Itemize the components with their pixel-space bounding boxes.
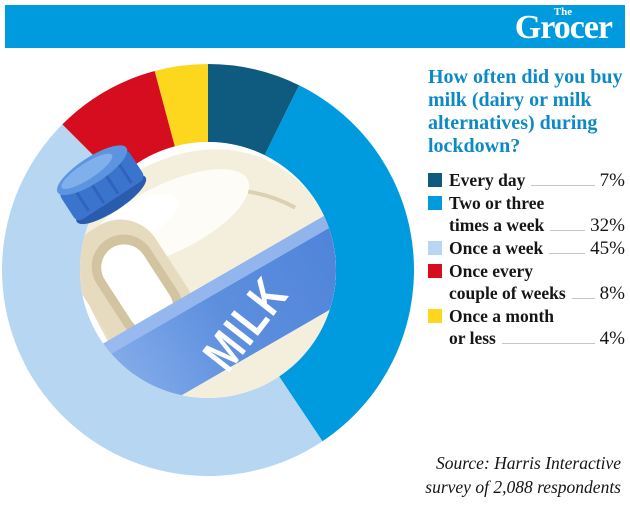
title-line: milk (dairy or milk [428, 89, 592, 111]
legend-swatch [428, 264, 442, 278]
grocer-logo: The Grocer [514, 5, 613, 48]
legend: Every day 7% Two or three times a week 3… [428, 169, 625, 350]
legend-value: 7% [599, 170, 625, 191]
milk-bottle-body: MILK [80, 149, 336, 398]
leader-line [501, 343, 595, 344]
legend-value: 45% [590, 238, 625, 259]
legend-swatch [428, 309, 442, 323]
title-line: alternatives) during [428, 112, 598, 134]
legend-value: 32% [590, 215, 625, 236]
milk-label-band: MILK [87, 203, 336, 398]
legend-item-once-a-month: Once a month or less 4% [428, 305, 625, 350]
legend-label: Once a week [449, 238, 544, 258]
legend-label: couple of weeks [449, 283, 566, 303]
legend-label: Every day [449, 170, 526, 190]
legend-label: Two or three [449, 193, 545, 213]
leader-line [531, 185, 595, 186]
logo-grocer-text: Grocer [514, 9, 613, 46]
legend-value: 8% [599, 283, 625, 304]
bottle-cap [57, 145, 147, 225]
header-bar: The Grocer [5, 5, 625, 48]
leader-line [550, 230, 586, 231]
legend-label: Once a month [449, 306, 554, 326]
legend-item-every-day: Every day 7% [428, 169, 625, 192]
info-panel: How often did you buy milk (dairy or mil… [428, 66, 625, 350]
leader-line [571, 298, 595, 299]
logo-the-text: The [553, 6, 573, 18]
legend-item-two-or-three: Two or three times a week 32% [428, 192, 625, 237]
legend-label: Once every [449, 261, 534, 281]
title-line: lockdown? [428, 135, 521, 157]
source-line: Source: Harris Interactive [436, 453, 621, 473]
legend-swatch [428, 196, 442, 210]
legend-item-couple-of-weeks: Once every couple of weeks 8% [428, 260, 625, 305]
title-line: How often did you buy [428, 66, 623, 88]
legend-swatch [428, 173, 442, 187]
handle-hole [101, 244, 174, 331]
cap-ridges [73, 160, 133, 212]
donut-segment-4 [154, 64, 208, 147]
chart-title: How often did you buy milk (dairy or mil… [428, 66, 625, 158]
source-line: survey of 2,088 respondents [425, 477, 621, 497]
donut-segment-3 [62, 71, 175, 180]
source-note: Source: Harris Interactive survey of 2,0… [301, 451, 621, 499]
cap-top-highlight [61, 153, 113, 189]
legend-swatch [428, 241, 442, 255]
legend-item-once-a-week: Once a week 45% [428, 237, 625, 260]
legend-value: 4% [599, 328, 625, 349]
legend-label: or less [449, 328, 496, 348]
donut-segment-1 [264, 85, 415, 442]
donut-segment-0 [208, 64, 300, 156]
donut-chart: MILK [2, 64, 415, 476]
legend-label: times a week [449, 215, 545, 235]
leader-line [549, 253, 586, 254]
